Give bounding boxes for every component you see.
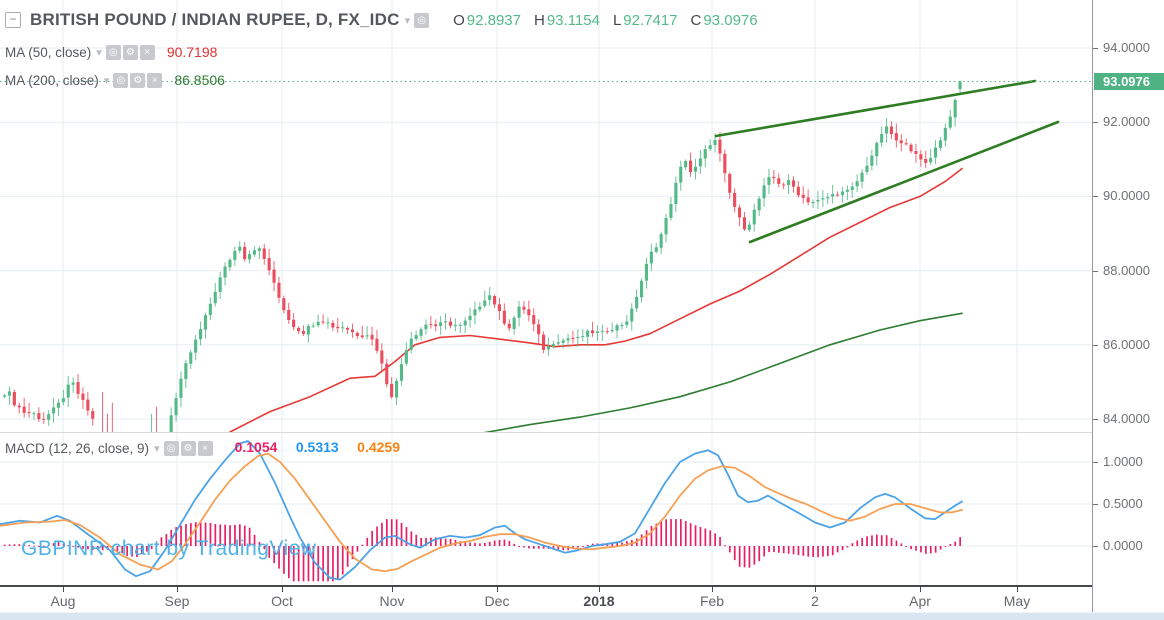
- collapse-legend-button[interactable]: −: [5, 12, 21, 28]
- ma200-legend: MA (200, close) ▾ ◎ ⚙ × 86.8506: [5, 72, 225, 88]
- gear-icon[interactable]: ⚙: [130, 72, 146, 88]
- price-tick-label-tick: [1093, 196, 1098, 197]
- visibility-icon[interactable]: ◎: [105, 44, 121, 60]
- chevron-down-icon[interactable]: ▾: [154, 442, 160, 455]
- low-label: L: [612, 11, 622, 29]
- time-tick: [599, 587, 600, 592]
- macd-tick-label-tick: [1093, 546, 1098, 547]
- time-tick-label: Nov: [379, 593, 405, 609]
- macd-label[interactable]: MACD (12, 26, close, 9): [5, 440, 150, 456]
- price-tick-label: 92.0000: [1103, 114, 1150, 129]
- macd-values: 0.1054 0.5313 0.4259: [221, 439, 400, 457]
- time-tick: [392, 587, 393, 592]
- time-tick: [1017, 587, 1018, 592]
- price-tick-label: 90.0000: [1103, 188, 1150, 203]
- price-tick-label: 84.0000: [1103, 411, 1150, 426]
- bottom-scroll-strip[interactable]: [0, 612, 1164, 620]
- ma200-value: 86.8506: [174, 72, 225, 88]
- chevron-down-icon[interactable]: ▾: [103, 74, 110, 87]
- trendline[interactable]: [748, 120, 1060, 244]
- ma50-label[interactable]: MA (50, close): [5, 44, 92, 60]
- time-tick: [282, 587, 283, 592]
- ma50-value: 90.7198: [166, 44, 218, 60]
- gear-icon[interactable]: ⚙: [180, 440, 196, 456]
- open-label: O: [453, 11, 465, 29]
- macd-tick-label: 0.5000: [1103, 496, 1143, 511]
- macd-line-value: 0.5313: [295, 439, 339, 455]
- time-tick: [712, 587, 713, 592]
- time-tick-label: Feb: [699, 593, 725, 609]
- time-tick-label: Apr: [909, 593, 931, 609]
- macd-legend: MACD (12, 26, close, 9) ▾ ◎ ⚙ × 0.1054 0…: [5, 439, 400, 457]
- gear-icon[interactable]: ⚙: [122, 44, 138, 60]
- tradingview-watermark: GBPINR chart by TradingView: [21, 537, 317, 560]
- macd-tick-label: 0.0000: [1103, 538, 1143, 553]
- close-icon[interactable]: ×: [139, 44, 155, 60]
- macd-tick-label: 1.0000: [1103, 454, 1143, 469]
- high-label: H: [534, 11, 545, 29]
- open-value: 92.8937: [466, 11, 521, 29]
- last-price-badge: 93.0976: [1094, 73, 1164, 90]
- candles-layer: [3, 80, 962, 432]
- time-tick-label: Oct: [271, 593, 293, 609]
- time-axis[interactable]: Aug Sep Oct Nov Dec 2018 Feb 2 Apr May: [0, 587, 1164, 612]
- macd-chart-canvas[interactable]: [0, 433, 1092, 585]
- visibility-icon[interactable]: ◎: [163, 440, 179, 456]
- symbol-legend: − BRITISH POUND / INDIAN RUPEE, D, FX_ID…: [5, 10, 758, 30]
- price-tick-label-tick: [1093, 419, 1098, 420]
- time-tick-label: Dec: [484, 593, 510, 609]
- price-tick-label-tick: [1093, 48, 1098, 49]
- price-tick-label: 88.0000: [1103, 263, 1150, 278]
- time-tick: [815, 587, 816, 592]
- time-tick-label: Aug: [50, 593, 76, 609]
- time-tick: [920, 587, 921, 592]
- price-tick-label-tick: [1093, 122, 1098, 123]
- time-axis-border: [0, 585, 1164, 587]
- high-value: 93.1154: [546, 11, 600, 29]
- ma200-label[interactable]: MA (200, close): [5, 72, 99, 88]
- price-axis-column[interactable]: 93.0976 94.0000 92.0000 90.0000 88.0000 86.0…: [1092, 0, 1164, 612]
- close-icon[interactable]: ×: [147, 72, 163, 88]
- ma50-legend: MA (50, close) ▾ ◎ ⚙ × 90.7198: [5, 44, 217, 60]
- visibility-icon[interactable]: ◎: [113, 72, 129, 88]
- macd-tick-label-tick: [1093, 504, 1098, 505]
- close-label: C: [690, 11, 702, 29]
- time-tick: [63, 587, 64, 592]
- chevron-down-icon[interactable]: ▾: [404, 14, 411, 27]
- close-icon[interactable]: ×: [197, 440, 213, 456]
- price-tick-label-tick: [1093, 345, 1098, 346]
- time-tick-label: May: [1003, 593, 1031, 609]
- chevron-down-icon[interactable]: ▾: [96, 46, 102, 59]
- price-tick-label: 94.0000: [1103, 40, 1150, 55]
- time-tick-label: 2: [811, 593, 819, 609]
- macd-tick-label-tick: [1093, 462, 1098, 463]
- price-chart-canvas[interactable]: [0, 0, 1092, 432]
- macd-pane[interactable]: MACD (12, 26, close, 9) ▾ ◎ ⚙ × 0.1054 0…: [0, 433, 1092, 585]
- ohlc-readout: O 92.8937 H 93.1154 L 92.7417 C 93.0976: [445, 12, 758, 29]
- visibility-icon[interactable]: ◎: [414, 12, 430, 28]
- time-tick: [497, 587, 498, 592]
- time-tick: [177, 587, 178, 592]
- low-value: 92.7417: [623, 11, 678, 29]
- price-tick-label: 86.0000: [1103, 337, 1150, 352]
- macd-signal-value: 0.4259: [357, 439, 400, 455]
- trendline[interactable]: [714, 79, 1037, 138]
- macd-histogram-value: 0.1054: [234, 439, 278, 455]
- symbol-title[interactable]: BRITISH POUND / INDIAN RUPEE, D, FX_IDC: [30, 10, 400, 29]
- price-pane[interactable]: − BRITISH POUND / INDIAN RUPEE, D, FX_ID…: [0, 0, 1092, 432]
- time-tick-label: 2018: [583, 593, 615, 609]
- pane-divider[interactable]: [0, 432, 1164, 433]
- close-value: 93.0976: [703, 11, 758, 29]
- time-tick-label: Sep: [164, 593, 190, 609]
- price-tick-label-tick: [1093, 271, 1098, 272]
